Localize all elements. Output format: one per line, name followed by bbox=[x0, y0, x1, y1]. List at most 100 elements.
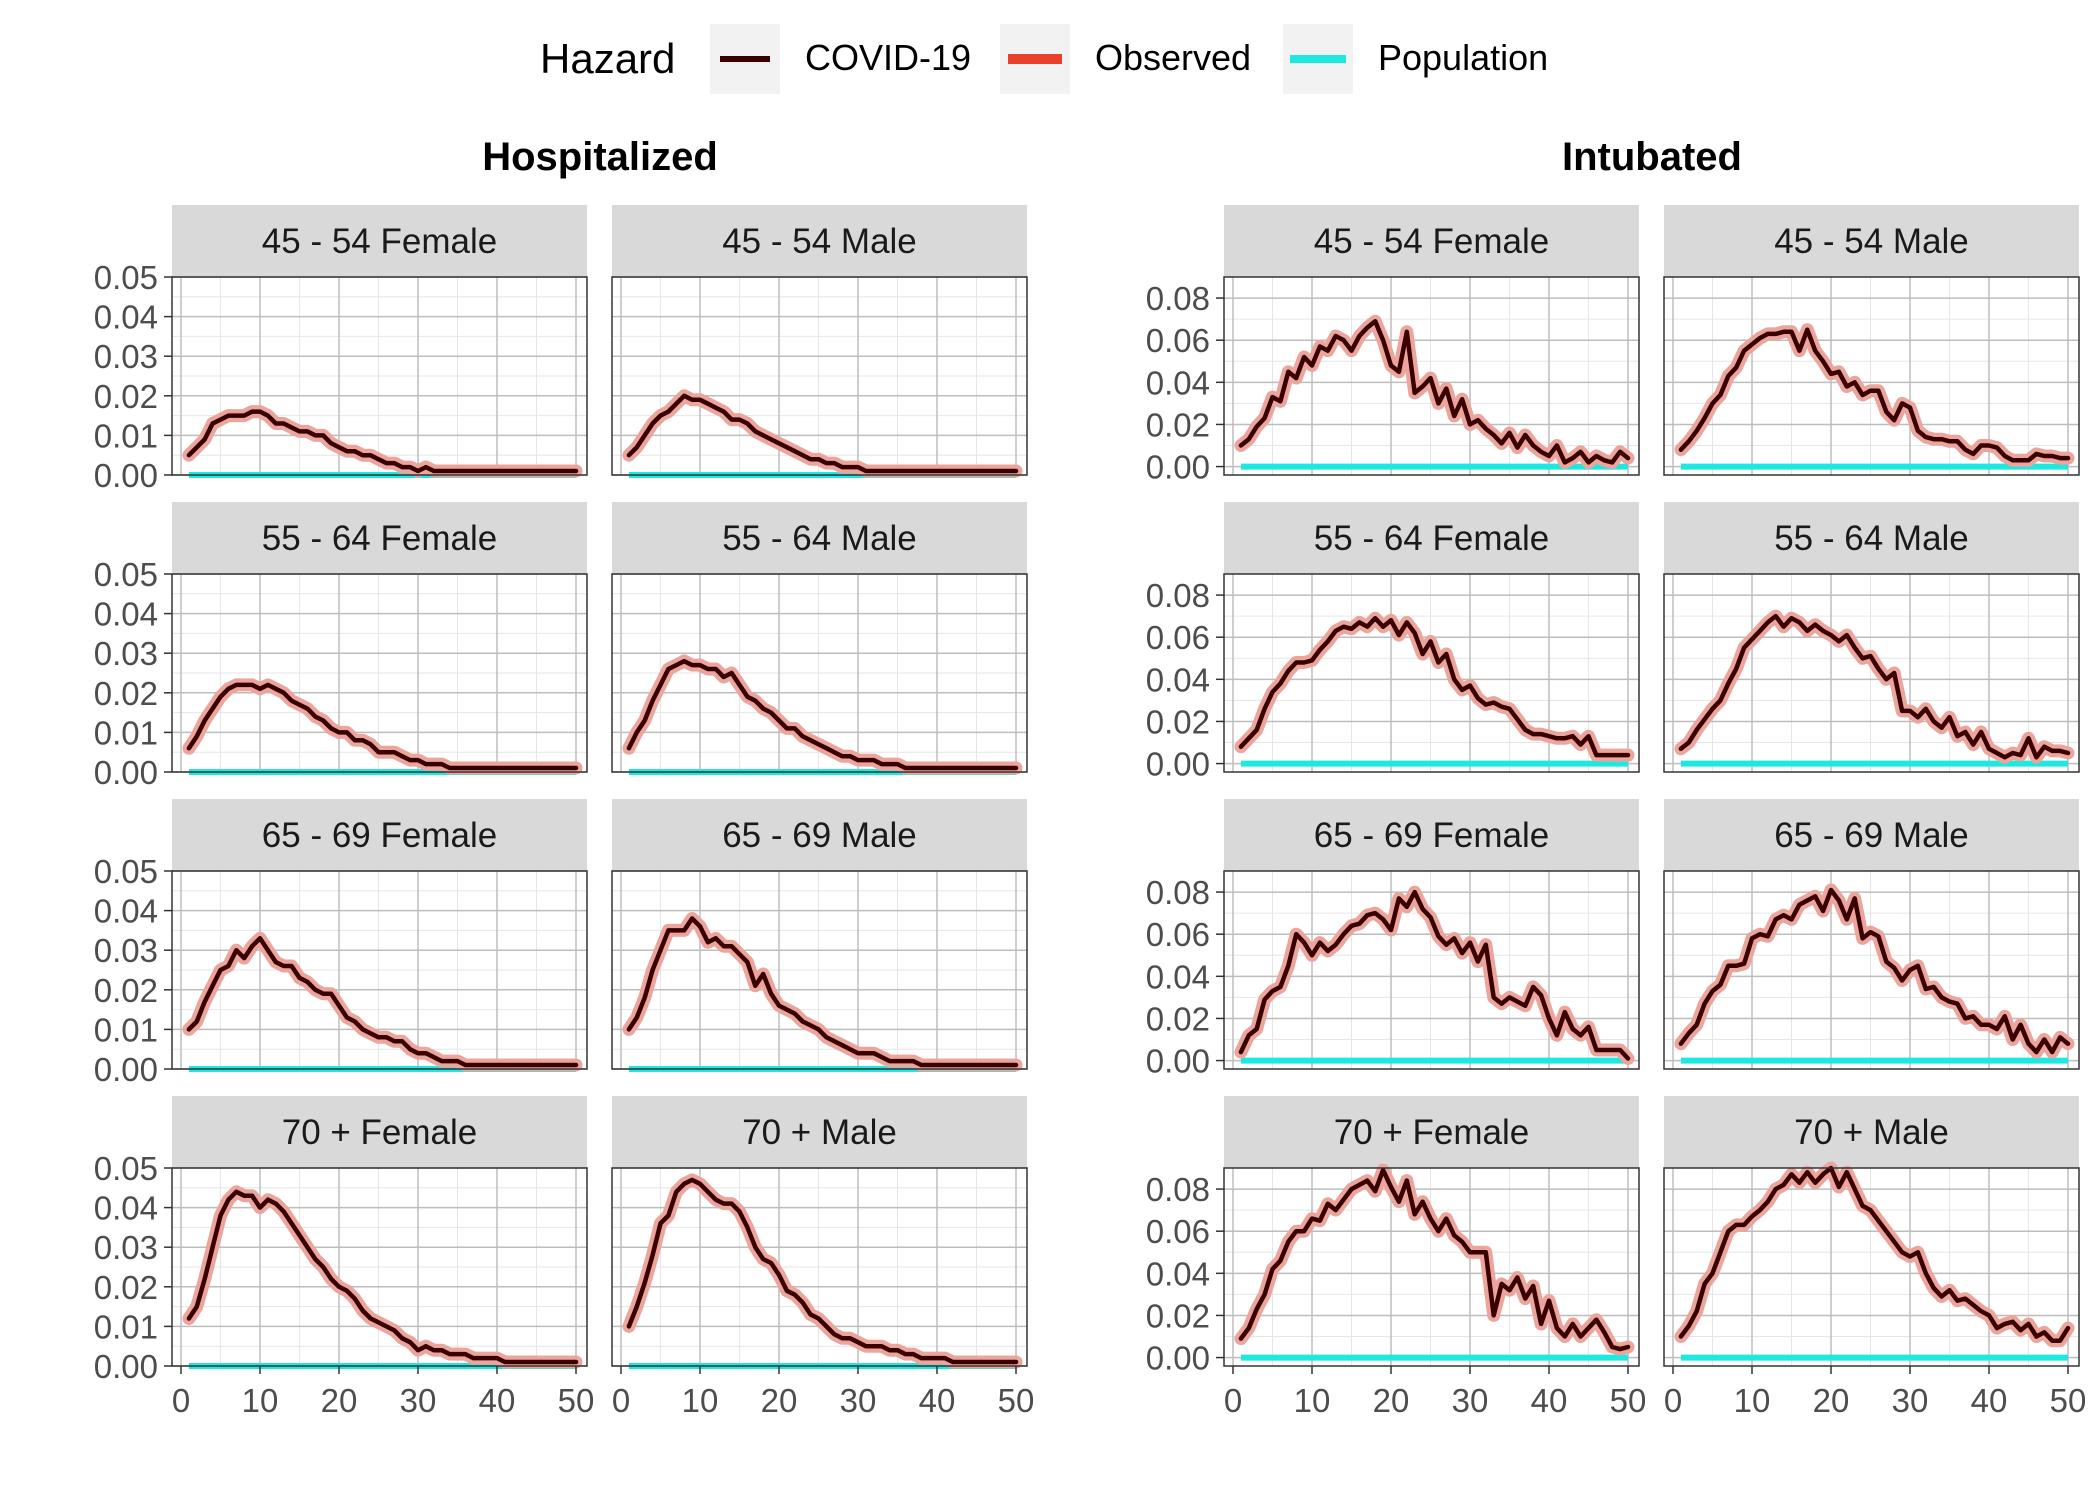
y-tick-label: 0.03 bbox=[94, 635, 158, 672]
facet-strip bbox=[172, 502, 587, 574]
y-tick-label: 0.06 bbox=[1146, 322, 1210, 359]
panel-background bbox=[1664, 1168, 2079, 1366]
panel-border bbox=[1663, 1167, 2080, 1367]
y-tick-label: 0.04 bbox=[94, 299, 158, 336]
facet-strip bbox=[1224, 502, 1639, 574]
y-tick-label: 0.05 bbox=[94, 1150, 158, 1187]
facet-strip bbox=[612, 799, 1027, 871]
facet-strip bbox=[1664, 205, 2079, 277]
x-tick-label: 30 bbox=[1892, 1382, 1929, 1419]
intubated-facet-55---64-female: 55 - 64 Female 0.00 0.02 0.04 0.06 0.08 bbox=[1146, 502, 1640, 783]
y-tick-label: 0.04 bbox=[1146, 1255, 1210, 1292]
facet-label: 45 - 54 Male bbox=[722, 222, 917, 261]
x-tick-label: 40 bbox=[479, 1382, 516, 1419]
x-tick-label: 30 bbox=[840, 1382, 877, 1419]
facet-label: 55 - 64 Female bbox=[1314, 519, 1549, 558]
x-tick-label: 0 bbox=[612, 1382, 630, 1419]
y-tick-label: 0.03 bbox=[94, 338, 158, 375]
facet-label: 55 - 64 Male bbox=[1774, 519, 1969, 558]
series-covid-line bbox=[1238, 889, 1631, 1061]
y-tick-label: 0.04 bbox=[94, 1190, 158, 1227]
y-tick-label: 0.04 bbox=[1146, 958, 1210, 995]
x-tick-label: 50 bbox=[998, 1382, 1035, 1419]
x-tick-label: 0 bbox=[1664, 1382, 1682, 1419]
x-tick-label: 30 bbox=[1452, 1382, 1489, 1419]
facet-strip bbox=[1664, 799, 2079, 871]
legend-label-observed: Observed bbox=[1095, 37, 1251, 78]
y-tick-label: 0.01 bbox=[94, 1011, 158, 1048]
facet-strip bbox=[1224, 799, 1639, 871]
facet-label: 45 - 54 Male bbox=[1774, 222, 1969, 261]
x-tick-label: 40 bbox=[919, 1382, 956, 1419]
series-covid-line bbox=[1678, 613, 2071, 760]
series-covid-line bbox=[1678, 1165, 2071, 1343]
panel-border bbox=[171, 276, 588, 476]
facet-label: 65 - 69 Male bbox=[722, 816, 917, 855]
y-tick-label: 0.08 bbox=[1146, 577, 1210, 614]
hospitalized-facet-70-plus-male: 70 + Male 0 10 20 30 40 50 bbox=[611, 1096, 1035, 1419]
y-tick-label: 0.04 bbox=[94, 893, 158, 930]
y-tick-label: 0.00 bbox=[1146, 1043, 1210, 1080]
intubated-facet-65---69-female: 65 - 69 Female 0.00 0.02 0.04 0.06 0.08 bbox=[1146, 799, 1640, 1080]
hospitalized-facet-45---54-male: 45 - 54 Male bbox=[611, 205, 1028, 478]
x-tick-label: 10 bbox=[242, 1382, 279, 1419]
y-tick-label: 0.01 bbox=[94, 417, 158, 454]
intubated-facet-45---54-male: 45 - 54 Male bbox=[1663, 205, 2080, 476]
panel-border bbox=[171, 1167, 588, 1367]
facet-label: 70 + Male bbox=[1794, 1113, 1949, 1152]
panel-border bbox=[1223, 573, 1640, 773]
panel-border bbox=[611, 573, 1028, 773]
x-tick-label: 20 bbox=[1373, 1382, 1410, 1419]
facet-strip bbox=[1664, 1096, 2079, 1168]
legend-label-population: Population bbox=[1378, 37, 1548, 78]
y-tick-label: 0.00 bbox=[1146, 746, 1210, 783]
y-tick-label: 0.02 bbox=[94, 675, 158, 712]
x-tick-label: 40 bbox=[1971, 1382, 2008, 1419]
y-tick-label: 0.05 bbox=[94, 853, 158, 890]
hospitalized-facet-65---69-male: 65 - 69 Male bbox=[611, 799, 1028, 1072]
x-tick-label: 10 bbox=[1734, 1382, 1771, 1419]
facet-label: 65 - 69 Female bbox=[262, 816, 497, 855]
facet-label: 65 - 69 Female bbox=[1314, 816, 1549, 855]
panels: 45 - 54 Female0.000.010.020.030.040.0545… bbox=[94, 205, 2087, 1419]
intubated-facet-65---69-male: 65 - 69 Male bbox=[1663, 799, 2080, 1070]
y-tick-label: 0.02 bbox=[1146, 406, 1210, 443]
series-covid-line bbox=[1678, 327, 2071, 463]
y-tick-label: 0.01 bbox=[94, 1308, 158, 1345]
y-tick-label: 0.04 bbox=[1146, 364, 1210, 401]
y-tick-label: 0.02 bbox=[94, 972, 158, 1009]
facet-strip bbox=[612, 502, 1027, 574]
hospitalized-facet-70-plus-female: 70 + Female 0.000.010.020.030.040.05 0 10 20… bbox=[94, 1096, 595, 1419]
x-tick-label: 10 bbox=[1294, 1382, 1331, 1419]
intubated-facet-55---64-male: 55 - 64 Male bbox=[1663, 502, 2080, 773]
intubated-facet-70-plus-male: 70 + Male 0 10 20 30 40 50 bbox=[1663, 1096, 2087, 1419]
hospitalized-facet-65---69-female: 65 - 69 Female 0.000.010.020.030.040.05 bbox=[94, 799, 588, 1088]
series-covid-line bbox=[186, 1189, 579, 1365]
x-tick-label: 20 bbox=[761, 1382, 798, 1419]
y-tick-label: 0.02 bbox=[1146, 703, 1210, 740]
facet-strip bbox=[172, 205, 587, 277]
y-tick-label: 0.04 bbox=[94, 596, 158, 633]
series-covid-line bbox=[626, 916, 1019, 1068]
x-tick-label: 50 bbox=[558, 1382, 595, 1419]
series-covid-line bbox=[626, 1177, 1019, 1365]
x-tick-label: 50 bbox=[2050, 1382, 2087, 1419]
facet-strip bbox=[612, 205, 1027, 277]
x-tick-label: 0 bbox=[172, 1382, 190, 1419]
facet-label: 70 + Male bbox=[742, 1113, 897, 1152]
x-tick-label: 50 bbox=[1610, 1382, 1647, 1419]
facet-label: 65 - 69 Male bbox=[1774, 816, 1969, 855]
series-covid-line bbox=[186, 936, 579, 1068]
facet-strip bbox=[1224, 205, 1639, 277]
intubated-facet-45---54-female: 45 - 54 Female 0.00 0.02 0.04 0.06 0.08 bbox=[1146, 205, 1640, 486]
facet-strip bbox=[1224, 1096, 1639, 1168]
panel-border bbox=[611, 276, 1028, 476]
hospitalized-facet-55---64-male: 55 - 64 Male bbox=[611, 502, 1028, 775]
y-tick-label: 0.02 bbox=[94, 1269, 158, 1306]
y-tick-label: 0.06 bbox=[1146, 619, 1210, 656]
facet-strip bbox=[172, 799, 587, 871]
legend-label-covid: COVID-19 bbox=[805, 37, 971, 78]
panel-border bbox=[171, 870, 588, 1070]
y-tick-label: 0.02 bbox=[1146, 1297, 1210, 1334]
